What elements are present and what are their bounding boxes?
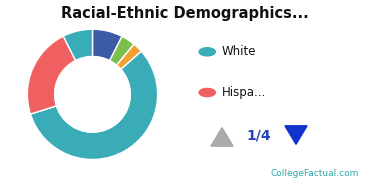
Text: Racial-Ethnic Demographics...: Racial-Ethnic Demographics... [61,6,309,21]
Text: CollegeFactual.com: CollegeFactual.com [270,169,359,178]
Wedge shape [30,51,158,159]
Wedge shape [27,36,75,114]
Wedge shape [92,29,122,61]
Text: White: White [222,45,256,58]
Text: 1/4: 1/4 [247,128,271,142]
Wedge shape [63,29,92,61]
Wedge shape [110,36,134,65]
Text: .6%: .6% [97,95,111,104]
Wedge shape [117,44,141,69]
Text: Hispa...: Hispa... [222,86,266,99]
Circle shape [55,57,130,132]
